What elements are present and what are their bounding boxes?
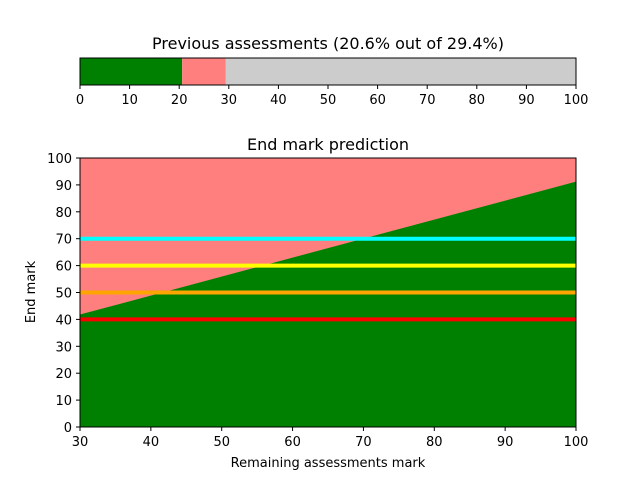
progress-chart-title: Previous assessments (20.6% out of 29.4%… [152, 34, 504, 53]
x-tick-label: 70 [355, 435, 372, 450]
progress-x-tick-label: 90 [518, 93, 535, 108]
y-tick-label: 50 [55, 287, 72, 302]
x-tick-label: 80 [426, 435, 443, 450]
progress-chart: 0 10 20 30 40 50 60 70 80 90 100 [76, 57, 589, 108]
x-tick-label: 40 [143, 435, 160, 450]
x-tick-label: 30 [72, 435, 89, 450]
prediction-chart-title: End mark prediction [247, 135, 409, 154]
progress-segment-1 [182, 58, 226, 85]
prediction-chart: 30 40 50 60 70 80 90 100 0 10 20 30 40 50 60 70 80 90 100 [47, 152, 588, 450]
progress-x-tick-label: 10 [121, 93, 138, 108]
y-tick-label: 100 [47, 152, 72, 167]
y-tick-label: 40 [55, 313, 72, 328]
predicted-end-mark-area [80, 181, 576, 427]
progress-x-tick-label: 20 [171, 93, 188, 108]
y-tick-label: 60 [55, 260, 72, 275]
progress-x-tick-label: 70 [419, 93, 436, 108]
y-tick-label: 20 [55, 367, 72, 382]
progress-segment-2 [225, 58, 576, 85]
progress-x-tick-label: 40 [270, 93, 287, 108]
x-tick-label: 90 [497, 435, 514, 450]
y-tick-label: 10 [55, 394, 72, 409]
y-tick-label: 80 [55, 206, 72, 221]
y-tick-label: 70 [55, 233, 72, 248]
progress-x-tick-label: 60 [369, 93, 386, 108]
progress-x-tick-label: 100 [564, 93, 589, 108]
progress-x-tick-label: 80 [469, 93, 486, 108]
y-tick-label: 30 [55, 340, 72, 355]
y-tick-label: 90 [55, 179, 72, 194]
x-axis-label: Remaining assessments mark [231, 456, 426, 471]
y-tick-label: 0 [64, 421, 72, 436]
progress-segment-0 [80, 58, 183, 85]
progress-x-tick-label: 50 [320, 93, 337, 108]
progress-x-tick-label: 30 [221, 93, 238, 108]
y-axis-label: End mark [24, 260, 39, 323]
x-tick-label: 100 [564, 435, 589, 450]
x-tick-label: 60 [284, 435, 301, 450]
x-tick-label: 50 [213, 435, 230, 450]
progress-x-tick-label: 0 [76, 93, 84, 108]
